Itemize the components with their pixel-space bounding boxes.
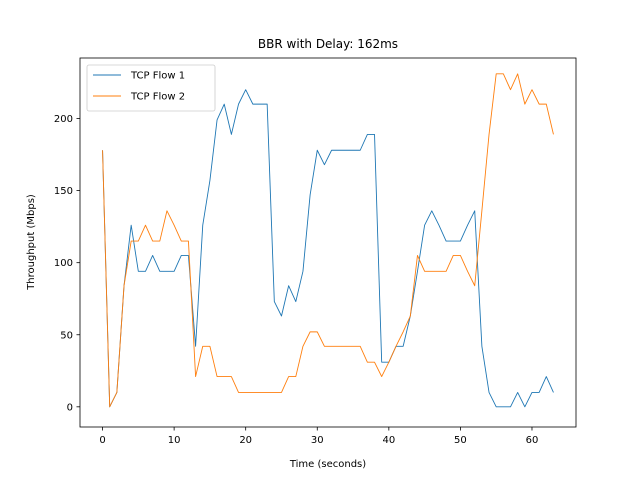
series-line-2 [102,73,554,408]
legend-box [86,64,216,112]
axes-frame [79,57,577,428]
y-tick-label: 200 [54,114,73,125]
y-tick-label: 150 [54,186,73,197]
x-tick-label: 20 [239,435,252,446]
legend-label-2: TCP Flow 2 [130,92,185,103]
x-tick-label: 0 [99,435,105,446]
x-tick-label: 50 [454,435,467,446]
legend-label-1: TCP Flow 1 [130,71,185,82]
y-axis: 0 50 100 150 200 [54,114,80,413]
y-tick-label: 50 [60,330,73,341]
series-layer [102,73,554,408]
y-axis-label: Throughput (Mbps) [26,194,37,291]
chart-title: BBR with Delay: 162ms [258,37,398,51]
x-tick-label: 30 [311,435,324,446]
series-line-1 [102,89,554,408]
x-tick-label: 40 [382,435,395,446]
x-axis-label: Time (seconds) [289,459,366,470]
plot-area [79,57,577,428]
x-tick-label: 10 [168,435,181,446]
y-tick-label: 100 [54,258,73,269]
x-axis: 0 10 20 30 40 50 60 [99,427,538,446]
x-tick-label: 60 [526,435,539,446]
y-tick-label: 0 [67,402,73,413]
legend: TCP Flow 1 TCP Flow 2 [86,64,216,112]
